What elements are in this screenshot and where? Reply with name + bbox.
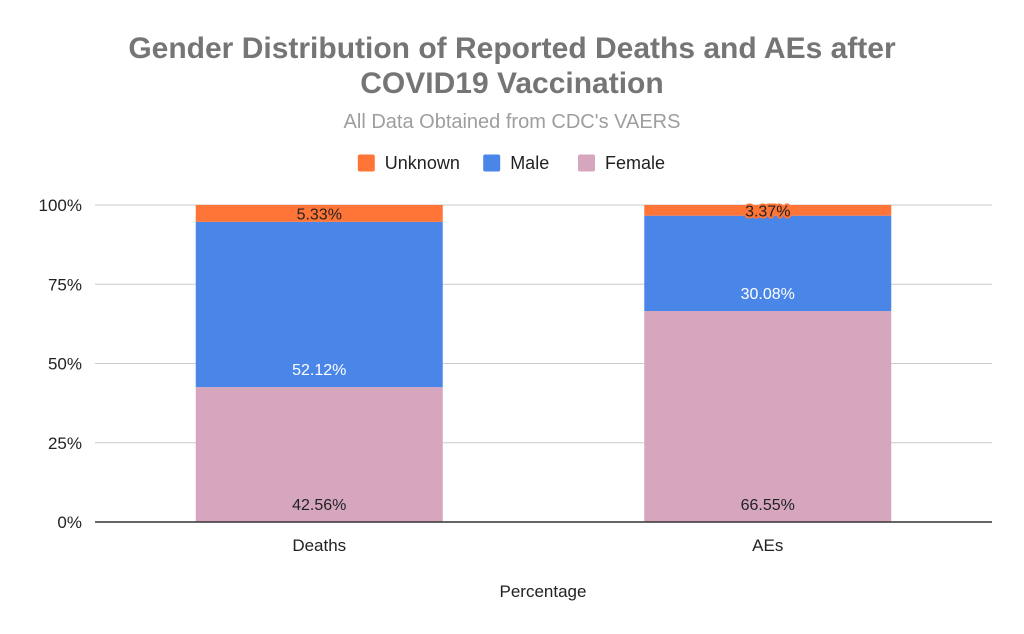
bars [195, 204, 892, 522]
data-label-unknown: 5.33% [297, 206, 342, 223]
data-label-male: 52.12% [292, 362, 346, 379]
bar-unknown-deaths [195, 204, 443, 222]
chart-title-line-1: Gender Distribution of Reported Deaths a… [128, 32, 896, 65]
data-label-male: 30.08% [741, 286, 795, 303]
bar-unknown-aes [644, 205, 892, 216]
legend-swatch-female [578, 154, 595, 172]
legend-label-male: Male [510, 153, 549, 173]
chart-subtitle: All Data Obtained from CDC's VAERS [344, 111, 681, 133]
bar-male-deaths [195, 221, 443, 388]
bar-female-deaths [195, 387, 443, 522]
axes: 0% 25% 50% 75% 100% Deaths AEs [39, 196, 992, 555]
legend-swatch-unknown [357, 154, 375, 172]
legend-swatch-male [483, 154, 501, 172]
y-tick-label: 100% [39, 196, 82, 215]
bar-female-aes [644, 311, 892, 522]
x-axis-title: Percentage [500, 582, 587, 601]
y-tick-label: 0% [57, 513, 82, 532]
data-labels: 42.56% 52.12% 5.33% 66.55% 30.08% 3.37% [292, 201, 795, 514]
legend-label-unknown: Unknown [385, 153, 460, 173]
data-label-unknown: 3.37% [745, 203, 790, 220]
x-tick-label: Deaths [292, 536, 346, 555]
legend-label-female: Female [605, 153, 665, 173]
data-label-female: 42.56% [292, 497, 346, 514]
y-tick-label: 25% [48, 434, 82, 453]
y-tick-label: 50% [48, 355, 82, 374]
legend: Unknown Male Female [357, 153, 665, 173]
chart-title-line-2: COVID19 Vaccination [360, 67, 663, 100]
y-tick-label: 75% [48, 275, 82, 294]
data-label-female: 66.55% [741, 497, 795, 514]
x-tick-label: AEs [752, 536, 783, 555]
bar-male-aes [644, 215, 892, 312]
